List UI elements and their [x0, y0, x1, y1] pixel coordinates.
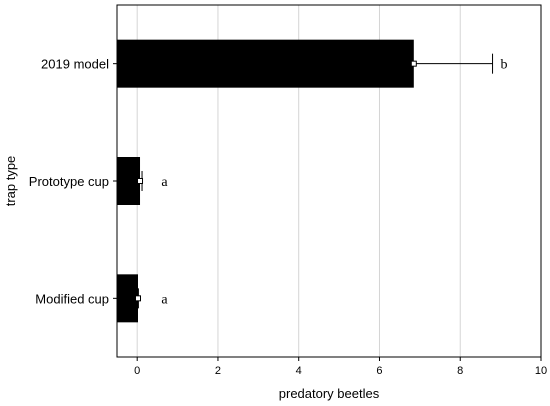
significance-letter: a — [161, 292, 168, 307]
mean-marker — [134, 295, 141, 302]
y-category-label: Modified cup — [35, 291, 109, 306]
significance-letters: b a a — [161, 58, 507, 308]
y-category-label: 2019 model — [41, 57, 109, 72]
x-tick-label: 2 — [215, 365, 221, 377]
x-tick-label: 0 — [134, 365, 140, 377]
mean-marker — [410, 60, 417, 67]
x-axis-ticks: 0 2 4 6 8 10 — [134, 357, 547, 377]
y-category-label: Prototype cup — [29, 174, 109, 189]
bar — [117, 274, 138, 323]
significance-letter: a — [161, 175, 168, 190]
mean-marker — [137, 178, 144, 184]
significance-letter: b — [501, 58, 508, 73]
x-tick-label: 10 — [535, 365, 547, 377]
x-tick-label: 8 — [457, 365, 463, 377]
x-tick-label: 4 — [296, 365, 302, 377]
bar — [117, 39, 414, 88]
bars — [117, 39, 414, 323]
y-axis-title: trap type — [3, 156, 18, 207]
error-bars — [134, 53, 494, 309]
y-axis-categories: 2019 model Prototype cup Modified cup — [29, 57, 117, 306]
bar — [117, 157, 141, 205]
x-tick-label: 6 — [376, 365, 382, 377]
x-axis-title: predatory beetles — [279, 386, 380, 401]
